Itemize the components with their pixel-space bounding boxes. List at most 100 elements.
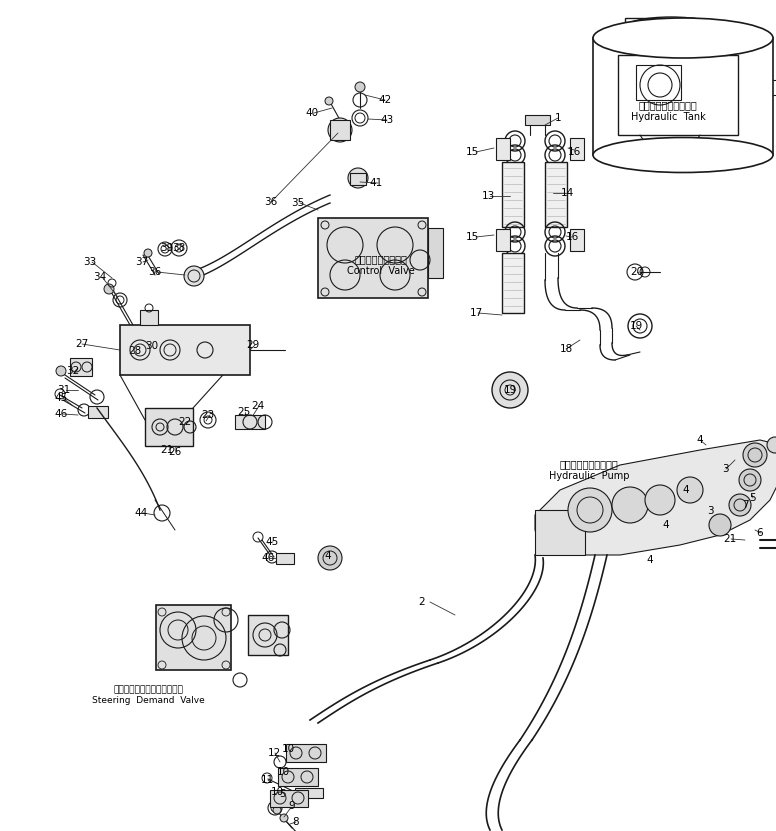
Bar: [70, 358, 92, 376]
Bar: [502, 162, 524, 227]
Text: 24: 24: [251, 401, 265, 411]
Text: ステアリングデマンドバルブ
Steering  Demand  Valve: ステアリングデマンドバルブ Steering Demand Valve: [92, 685, 204, 705]
Text: 25: 25: [237, 407, 251, 417]
Text: 6: 6: [757, 528, 764, 538]
Text: 29: 29: [246, 340, 260, 350]
Text: 28: 28: [128, 346, 142, 356]
Bar: [295, 788, 323, 798]
Bar: [496, 229, 510, 251]
Polygon shape: [535, 440, 776, 555]
Text: 12: 12: [268, 748, 281, 758]
Circle shape: [328, 118, 352, 142]
Text: 36: 36: [148, 267, 161, 277]
Text: 10: 10: [271, 787, 283, 797]
Text: 4: 4: [663, 520, 670, 530]
Text: 39: 39: [161, 243, 174, 253]
Text: 40: 40: [306, 108, 319, 118]
Bar: [535, 510, 585, 555]
Bar: [636, 65, 681, 100]
Bar: [120, 325, 250, 375]
Circle shape: [729, 494, 751, 516]
Text: ハイドロリックポンプ
Hydraulic  Pump: ハイドロリックポンプ Hydraulic Pump: [549, 459, 629, 481]
Text: 16: 16: [567, 147, 580, 157]
Text: 2: 2: [419, 597, 425, 607]
Text: 11: 11: [261, 775, 274, 785]
Text: コントロールバルブ
Control  Valve: コントロールバルブ Control Valve: [347, 253, 415, 276]
Text: 35: 35: [291, 198, 305, 208]
Bar: [156, 605, 231, 670]
Bar: [570, 229, 584, 251]
Bar: [330, 120, 350, 140]
Bar: [618, 55, 738, 135]
Bar: [545, 162, 567, 227]
Text: 43: 43: [380, 115, 393, 125]
Bar: [318, 218, 428, 298]
Text: 5: 5: [279, 789, 286, 799]
Circle shape: [709, 514, 731, 536]
Text: 21: 21: [723, 534, 736, 544]
Bar: [270, 790, 308, 807]
Text: 27: 27: [75, 339, 88, 349]
Text: 10: 10: [276, 767, 289, 777]
Text: 18: 18: [559, 344, 573, 354]
Text: 23: 23: [202, 410, 215, 420]
Text: 21: 21: [161, 445, 174, 455]
Circle shape: [568, 488, 612, 532]
Text: 42: 42: [379, 95, 392, 105]
Text: 46: 46: [262, 553, 275, 563]
Ellipse shape: [593, 137, 773, 173]
Text: 19: 19: [504, 385, 517, 395]
Bar: [248, 615, 288, 655]
Text: 38: 38: [172, 243, 185, 253]
Text: 16: 16: [566, 232, 579, 242]
Text: 3: 3: [707, 506, 713, 516]
Circle shape: [325, 97, 333, 105]
Text: 1: 1: [555, 113, 561, 123]
Text: 15: 15: [466, 232, 479, 242]
Text: 5: 5: [749, 493, 755, 503]
Text: 46: 46: [54, 409, 68, 419]
Bar: [350, 173, 366, 185]
Circle shape: [355, 82, 365, 92]
Circle shape: [612, 487, 648, 523]
Circle shape: [318, 546, 342, 570]
Text: 37: 37: [135, 257, 149, 267]
Circle shape: [144, 249, 152, 257]
Circle shape: [645, 485, 675, 515]
Circle shape: [184, 266, 204, 286]
Text: 31: 31: [57, 385, 71, 395]
Bar: [278, 768, 318, 786]
Bar: [625, 18, 695, 48]
Circle shape: [56, 366, 66, 376]
Bar: [428, 228, 443, 278]
Text: 20: 20: [630, 267, 643, 277]
Bar: [276, 553, 294, 564]
Text: 32: 32: [67, 366, 80, 376]
Text: 19: 19: [629, 321, 643, 331]
Text: 22: 22: [178, 417, 192, 427]
Text: 36: 36: [265, 197, 278, 207]
Text: 17: 17: [469, 308, 483, 318]
Text: 7: 7: [742, 500, 748, 510]
Bar: [140, 310, 158, 325]
Bar: [525, 115, 550, 125]
Text: 9: 9: [289, 801, 296, 811]
Text: 45: 45: [54, 393, 68, 403]
Circle shape: [348, 168, 368, 188]
Bar: [502, 253, 524, 313]
Text: 4: 4: [324, 551, 331, 561]
Bar: [496, 138, 510, 160]
Text: 4: 4: [683, 485, 689, 495]
Circle shape: [280, 814, 288, 822]
Bar: [235, 415, 265, 429]
Text: 30: 30: [145, 341, 158, 351]
Circle shape: [739, 469, 761, 491]
Circle shape: [743, 443, 767, 467]
Text: 13: 13: [481, 191, 494, 201]
Circle shape: [767, 437, 776, 453]
Text: 33: 33: [83, 257, 97, 267]
Text: 4: 4: [697, 435, 703, 445]
Circle shape: [677, 477, 703, 503]
Text: 34: 34: [93, 272, 106, 282]
Circle shape: [104, 284, 114, 294]
